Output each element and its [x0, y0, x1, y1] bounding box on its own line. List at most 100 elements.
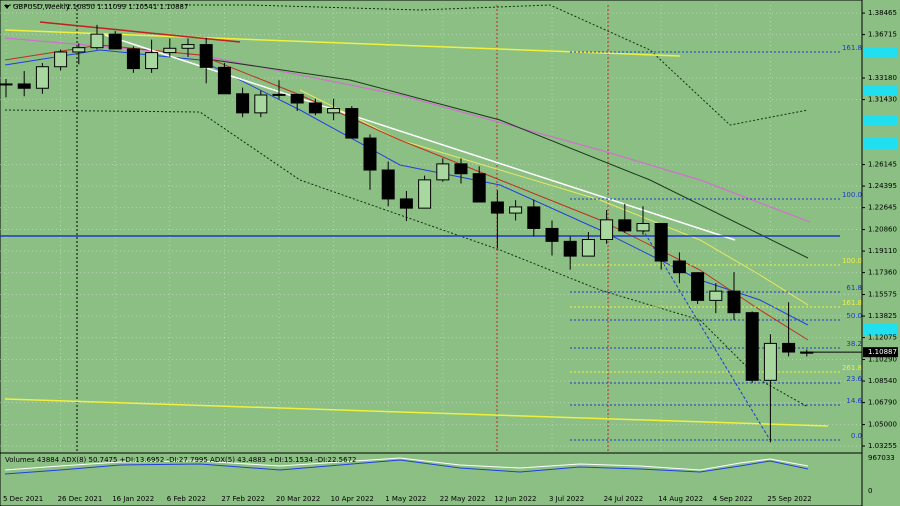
x-tick-label: 12 Jun 2022: [494, 495, 536, 503]
fib-label: 23.6: [846, 375, 862, 383]
y-tick-label: 1.26145: [868, 161, 897, 169]
y-tick-label: 1.20860: [868, 226, 897, 234]
fib-label: 14.6: [846, 397, 862, 405]
trendline: [4, 398, 829, 427]
candle-body: [581, 239, 595, 257]
fib-label: 100.0: [842, 191, 862, 199]
candle-body: [254, 94, 268, 114]
candle-body: [472, 173, 486, 203]
adx-line: [4, 457, 809, 471]
y-tick-label: 1.38465: [868, 9, 897, 17]
indicator-label: Volumes 43884 ADX(8) 50.7475 +DI:13.6952…: [5, 456, 356, 464]
candle-body: [436, 163, 450, 181]
indicator-tick-label: 0: [868, 487, 872, 495]
price-axis: 1.38465 1.36715 1.33180 1.31430 1.26145 1.243…: [3, 9, 898, 503]
candle-body: [654, 223, 668, 262]
y-tick-label: 1.03255: [868, 442, 897, 450]
fib-label: 61.8: [846, 284, 862, 292]
candle-body: [618, 219, 632, 232]
candle-body: [327, 108, 341, 114]
y-tick-label: 1.06790: [868, 399, 897, 407]
candle-body: [272, 93, 286, 96]
y-tick-label: 1.31430: [868, 96, 897, 104]
fib-label: 261.8: [842, 364, 862, 372]
candle-body: [600, 219, 614, 241]
price-label-box: [863, 47, 898, 58]
x-tick-label: 5 Dec 2021: [3, 495, 43, 503]
candle-body: [308, 102, 322, 114]
ohlc-label: 1.10850 1.11099 1.10541 1.10887: [66, 3, 188, 11]
candle-body: [163, 47, 177, 54]
candle-body: [126, 48, 140, 70]
x-tick-label: 6 Feb 2022: [167, 495, 206, 503]
candle-body: [381, 169, 395, 200]
candle-body: [399, 198, 413, 209]
candle-body: [181, 44, 195, 49]
envelope-lower: [4, 109, 809, 408]
candle-body: [217, 66, 231, 95]
x-tick-label: 4 Sep 2022: [713, 495, 753, 503]
x-tick-label: 26 Dec 2021: [58, 495, 103, 503]
envelope-upper: [5, 4, 809, 126]
candle-body: [17, 83, 31, 89]
moving-average: [199, 57, 809, 259]
y-tick-label: 1.19110: [868, 247, 897, 255]
current-price-box: [863, 347, 898, 358]
fibonacci: 161.8 100.0 100.0 61.8 161.8 50.0 38.2 261.8 23.…: [570, 44, 863, 441]
candle-body: [709, 290, 723, 301]
candle-body: [490, 201, 504, 214]
candle-body: [145, 52, 159, 70]
x-tick-label: 16 Jan 2022: [112, 495, 154, 503]
candle-body: [509, 206, 523, 214]
fib-label: 38.2: [846, 340, 862, 348]
candle-body: [418, 179, 432, 209]
y-tick-label: 1.10290: [868, 356, 897, 364]
menu-arrow: [4, 5, 10, 9]
candle-body: [199, 44, 213, 68]
x-tick-label: 25 Sep 2022: [767, 495, 811, 503]
candle-body: [54, 51, 68, 68]
plot-frame: [0, 0, 863, 506]
x-tick-label: 3 Jul 2022: [549, 495, 584, 503]
y-tick-label: 1.08540: [868, 377, 897, 385]
fib-label: 161.8: [842, 44, 862, 52]
y-tick-label: 1.36715: [868, 31, 897, 39]
price-label-box: [863, 115, 898, 126]
candle-body: [727, 290, 741, 314]
candle-body: [454, 163, 468, 175]
candle-body: [745, 312, 759, 381]
trendline: [104, 34, 736, 241]
y-tick-label: 1.13825: [868, 312, 897, 320]
chart-title: GBPUSD,Weekly: [13, 3, 70, 11]
x-tick-label: 14 Aug 2022: [658, 495, 703, 503]
candle-body: [636, 223, 650, 232]
fib-label: 50.0: [846, 312, 862, 320]
y-tick-label: 1.17360: [868, 269, 897, 277]
fib-label: 161.8: [842, 299, 862, 307]
price-label-box: [863, 86, 898, 96]
y-tick-label: 1.33180: [868, 74, 897, 82]
candle-body: [563, 240, 577, 257]
fib-label: 0.0: [851, 432, 862, 440]
candle-body: [72, 47, 86, 53]
x-tick-label: 1 May 2022: [385, 495, 426, 503]
price-label-box: [863, 324, 898, 335]
candle-body: [763, 342, 777, 381]
candle-body: [290, 93, 304, 104]
candle-body: [0, 83, 13, 86]
adx-line: [4, 459, 809, 475]
fib-label: 100.0: [842, 257, 862, 265]
x-tick-label: 27 Feb 2022: [221, 495, 265, 503]
x-tick-label: 20 Mar 2022: [276, 495, 320, 503]
candle-body: [236, 93, 250, 114]
x-tick-label: 24 Jul 2022: [604, 495, 644, 503]
candle-body: [545, 227, 559, 242]
x-tick-label: 10 Apr 2022: [331, 495, 374, 503]
candle-body: [108, 33, 122, 50]
y-tick-label: 1.22645: [868, 204, 897, 212]
candles: [0, 24, 814, 443]
candle-body: [527, 206, 541, 229]
x-tick-label: 22 May 2022: [440, 495, 486, 503]
candle-body: [345, 108, 359, 139]
